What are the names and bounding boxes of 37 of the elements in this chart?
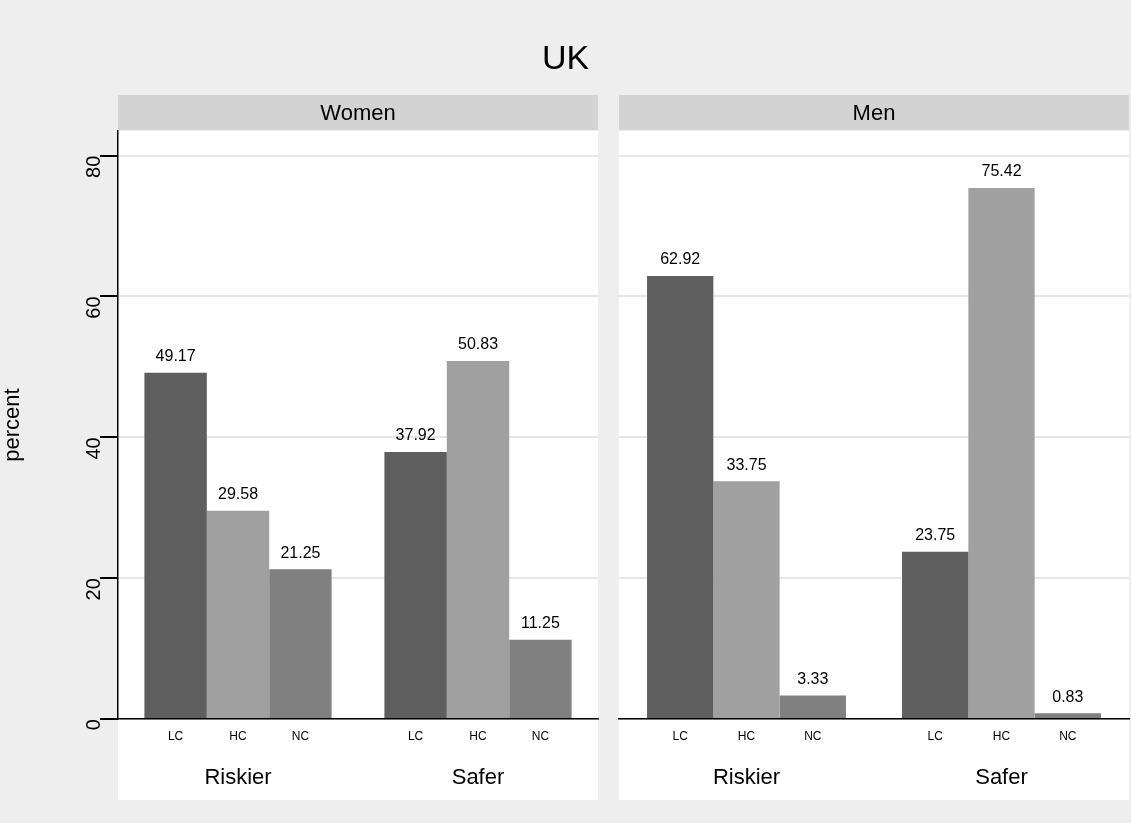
data-label: 50.83 <box>457 335 499 353</box>
y-tick-label: 60 <box>81 296 104 319</box>
text: HC <box>992 729 1011 744</box>
series-label: HC <box>229 729 247 744</box>
y-tick-label: 20 <box>81 578 104 601</box>
x-tick-label: Riskier <box>204 764 272 790</box>
y-tick-label: 40 <box>81 437 104 460</box>
data-label: 29.58 <box>217 485 259 503</box>
series-label: LC <box>167 729 184 744</box>
text: HC <box>469 729 487 744</box>
chart-subtitle: Women <box>118 95 598 130</box>
series-label: HC <box>737 729 756 744</box>
data-label: 3.33 <box>797 669 829 687</box>
data-label: 37.92 <box>395 426 436 444</box>
data-label: 0.83 <box>1052 687 1084 705</box>
text: LC <box>407 729 424 744</box>
x-tick-label: Safer <box>451 764 505 790</box>
x-tick-label: Safer <box>975 764 1028 790</box>
series-label: LC <box>672 729 689 744</box>
data-label: 21.25 <box>280 543 321 561</box>
data-label: 11.25 <box>520 614 560 632</box>
text: NC <box>1059 729 1077 744</box>
series-label: NC <box>804 729 822 744</box>
text: NC <box>531 729 550 744</box>
y-tick-label: 80 <box>81 155 104 178</box>
data-label: 33.75 <box>726 455 767 473</box>
y-axis-title: percent <box>0 388 25 462</box>
data-label: 23.75 <box>915 526 956 544</box>
data-label: 75.42 <box>981 162 1022 180</box>
x-tick-label: Riskier <box>712 764 781 790</box>
y-tick-label: 0 <box>81 719 104 731</box>
data-label: 49.17 <box>155 347 196 365</box>
data-label: 62.92 <box>660 250 701 268</box>
text: LC <box>927 729 943 744</box>
series-label: NC <box>291 729 310 744</box>
chart-title: UK <box>540 38 591 77</box>
chart-subtitle: Men <box>619 95 1129 130</box>
